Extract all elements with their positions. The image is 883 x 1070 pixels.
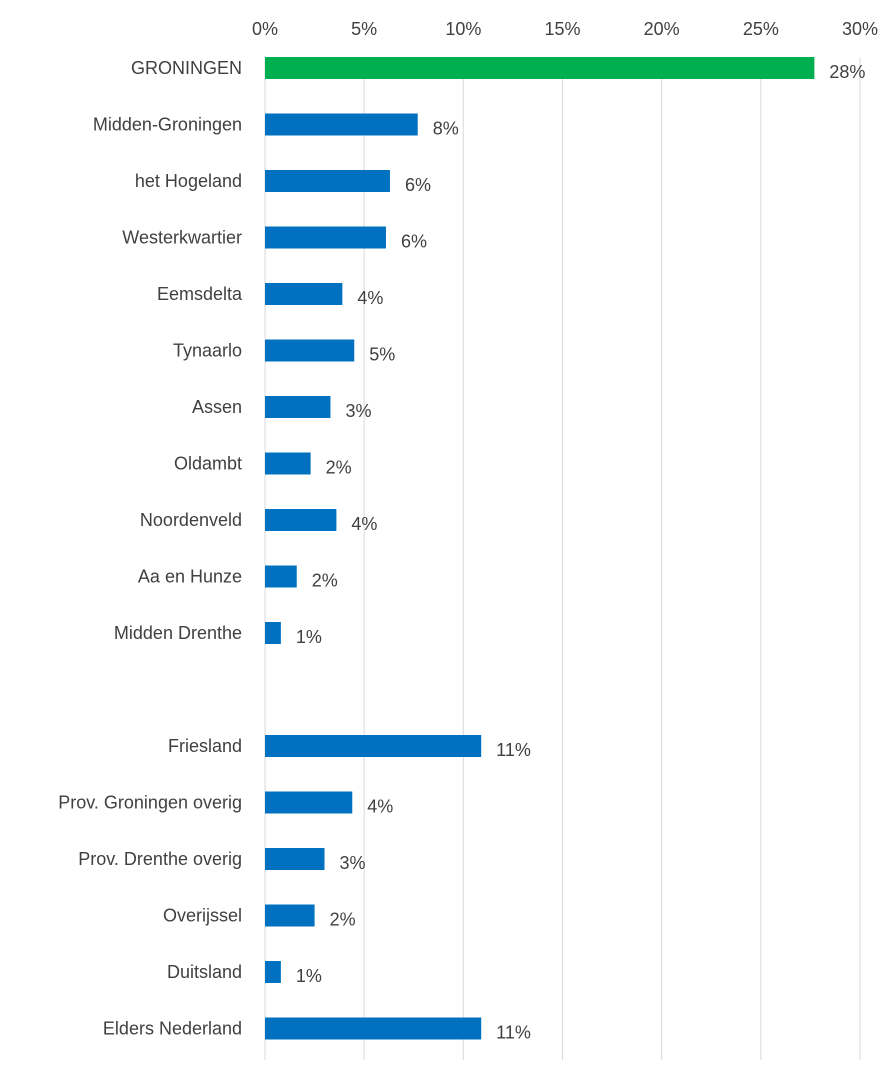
category-label-elders-nederland: Elders Nederland <box>103 1019 242 1039</box>
category-label-assen: Assen <box>192 397 242 417</box>
value-label-eemsdelta: 4% <box>357 288 383 308</box>
x-tick-label: 0% <box>252 19 278 39</box>
bar-westerkwartier <box>265 226 386 249</box>
category-label-friesland: Friesland <box>168 736 242 756</box>
category-label-prov-drenthe-overig: Prov. Drenthe overig <box>78 849 242 869</box>
bar-oldambt <box>265 452 311 475</box>
value-label-oldambt: 2% <box>326 458 352 478</box>
value-label-prov-drenthe-overig: 3% <box>340 853 366 873</box>
bar-aa-en-hunze <box>265 565 297 588</box>
x-tick-label: 5% <box>351 19 377 39</box>
value-label-het-hogeland: 6% <box>405 175 431 195</box>
value-label-westerkwartier: 6% <box>401 232 427 252</box>
bar-tynaarlo <box>265 339 355 362</box>
value-label-tynaarlo: 5% <box>369 345 395 365</box>
value-label-assen: 3% <box>345 401 371 421</box>
category-label-groningen: GRONINGEN <box>131 58 242 78</box>
x-tick-label: 25% <box>743 19 779 39</box>
category-label-prov-groningen-overig: Prov. Groningen overig <box>58 793 242 813</box>
bar-overijssel <box>265 904 315 927</box>
x-tick-label: 30% <box>842 19 878 39</box>
category-label-het-hogeland: het Hogeland <box>135 171 242 191</box>
category-label-eemsdelta: Eemsdelta <box>157 284 243 304</box>
category-label-aa-en-hunze: Aa en Hunze <box>138 567 242 587</box>
bar-noordenveld <box>265 509 337 531</box>
bar-prov-drenthe-overig <box>265 848 325 870</box>
x-tick-label: 20% <box>644 19 680 39</box>
bar-groningen <box>265 57 815 79</box>
category-label-tynaarlo: Tynaarlo <box>173 341 242 361</box>
value-label-groningen: 28% <box>829 62 865 82</box>
bar-midden-groningen <box>265 113 418 136</box>
category-label-duitsland: Duitsland <box>167 962 242 982</box>
value-labels: 28% 8% 6% 6% 4% 5% 3% 2% 4% 2% 1% 11% 4% 3% 2% 1% 11% <box>296 62 866 1043</box>
value-label-midden-drenthe: 1% <box>296 627 322 647</box>
bar-duitsland <box>265 961 281 983</box>
bar-eemsdelta <box>265 283 343 305</box>
bar-prov-groningen-overig <box>265 791 353 814</box>
x-tick-label: 10% <box>445 19 481 39</box>
bar-elders-nederland <box>265 1017 482 1040</box>
value-label-duitsland: 1% <box>296 966 322 986</box>
bar-assen <box>265 396 331 418</box>
category-label-noordenveld: Noordenveld <box>140 510 242 530</box>
bar-friesland <box>265 735 482 757</box>
value-label-elders-nederland: 11% <box>496 1023 531 1043</box>
gridlines <box>264 58 861 1060</box>
category-label-oldambt: Oldambt <box>174 454 242 474</box>
value-label-prov-groningen-overig: 4% <box>367 797 393 817</box>
bar-het-hogeland <box>265 170 390 192</box>
category-labels: GRONINGEN Midden-Groningen het Hogeland Wes… <box>58 58 243 1039</box>
value-label-midden-groningen: 8% <box>433 119 459 139</box>
value-label-noordenveld: 4% <box>351 514 377 534</box>
value-label-aa-en-hunze: 2% <box>312 571 338 591</box>
category-label-midden-drenthe: Midden Drenthe <box>114 623 242 643</box>
category-label-midden-groningen: Midden-Groningen <box>93 115 242 135</box>
value-label-overijssel: 2% <box>330 910 356 930</box>
value-label-friesland: 11% <box>496 740 531 760</box>
category-label-overijssel: Overijssel <box>163 906 242 926</box>
x-tick-label: 15% <box>544 19 580 39</box>
x-axis-ticks: 0% 5% 10% 15% 20% 25% 30% <box>252 19 878 39</box>
category-label-westerkwartier: Westerkwartier <box>122 228 242 248</box>
bars <box>265 57 815 1040</box>
bar-midden-drenthe <box>265 622 281 644</box>
